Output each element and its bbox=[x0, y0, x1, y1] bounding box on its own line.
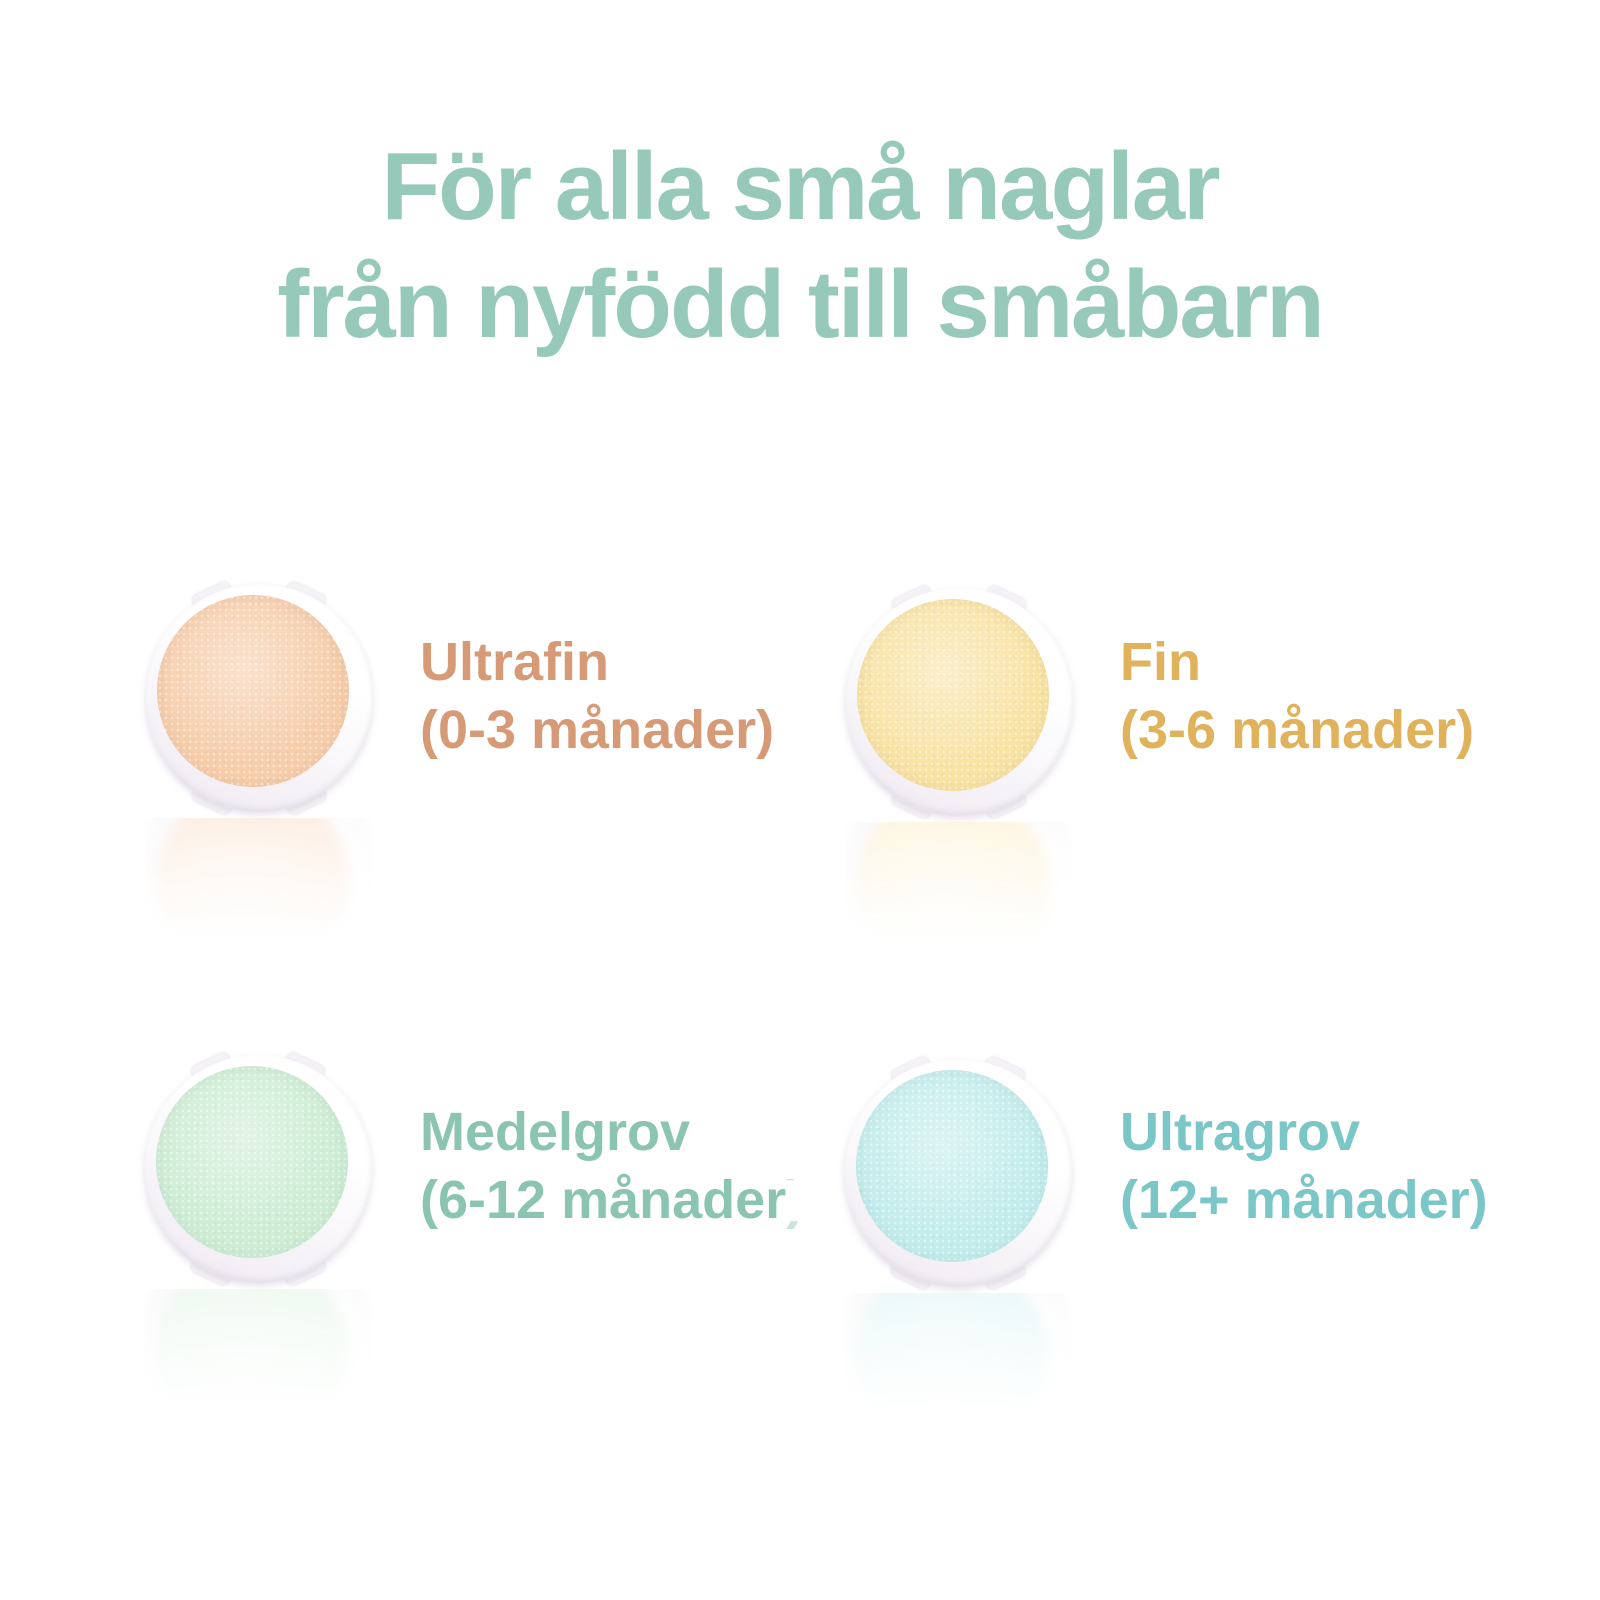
pad-reflection bbox=[844, 1235, 1072, 1463]
pad-photo-ultragrov bbox=[844, 1055, 1072, 1463]
pad-age-range-label: (3-6 månader) bbox=[1120, 700, 1475, 760]
pad-age-range-label: (6-12 månader) bbox=[420, 1166, 804, 1234]
title-line-2: från nyfödd till småbarn bbox=[277, 251, 1324, 358]
pad-reflection bbox=[845, 764, 1073, 992]
pad-photo-ultrafin bbox=[145, 580, 373, 988]
pad-sponge bbox=[156, 1066, 348, 1258]
pad-age-range-label: (0-3 månader) bbox=[420, 700, 775, 760]
pad-reflection bbox=[145, 760, 373, 988]
pad-name-label: Ultrafin bbox=[420, 632, 609, 692]
pad-label-fin: Fin (3-6 månader) bbox=[1120, 628, 1474, 764]
pad-photo-medelgrov bbox=[144, 1051, 372, 1459]
page-title: För alla små naglar från nyfödd till små… bbox=[0, 128, 1600, 364]
pad-label-medelgrov: Medelgrov (6-12 månader) bbox=[420, 1098, 804, 1234]
pad-label-ultragrov: Ultragrov (12+ månader) bbox=[1120, 1098, 1488, 1234]
pad-sponge bbox=[157, 595, 349, 787]
pad-name-label: Fin bbox=[1120, 632, 1201, 692]
pad-reflection bbox=[144, 1231, 372, 1459]
pad-sponge bbox=[857, 599, 1049, 791]
pad-photo-fin bbox=[845, 584, 1073, 992]
pad-age-range-label: (12+ månader) bbox=[1120, 1170, 1488, 1230]
pad-name-label: Medelgrov bbox=[420, 1102, 691, 1162]
pad-sponge bbox=[856, 1070, 1048, 1262]
pad-name-label: Ultragrov bbox=[1120, 1102, 1361, 1162]
pad-label-ultrafin: Ultrafin (0-3 månader) bbox=[420, 628, 774, 764]
title-line-1: För alla små naglar bbox=[381, 133, 1220, 240]
faint-paren-remnant: ) bbox=[786, 1170, 805, 1230]
